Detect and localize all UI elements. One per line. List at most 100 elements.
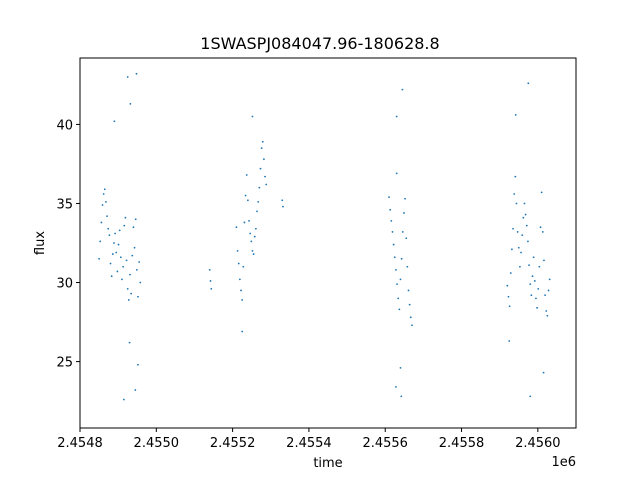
data-point-50 bbox=[237, 262, 240, 265]
data-point-56 bbox=[244, 194, 247, 197]
data-point-9 bbox=[108, 234, 111, 236]
data-point-68 bbox=[258, 186, 261, 189]
data-point-94 bbox=[405, 237, 408, 240]
y-tick-label-2: 35 bbox=[56, 197, 73, 212]
x-tick-label-0: 2.4548 bbox=[57, 436, 103, 451]
y-axis-title: flux bbox=[33, 231, 48, 255]
data-point-98 bbox=[409, 316, 412, 319]
data-point-80 bbox=[389, 208, 392, 211]
data-point-62 bbox=[251, 250, 254, 252]
data-point-135 bbox=[539, 226, 542, 229]
data-point-87 bbox=[397, 297, 400, 300]
data-point-47 bbox=[210, 287, 213, 290]
x-tick-label-1: 2.4550 bbox=[134, 436, 180, 451]
data-point-15 bbox=[115, 251, 118, 254]
data-point-90 bbox=[400, 257, 403, 260]
data-point-83 bbox=[392, 243, 395, 246]
data-point-41 bbox=[126, 76, 129, 78]
data-point-25 bbox=[126, 287, 129, 290]
data-point-28 bbox=[130, 292, 133, 295]
data-point-92 bbox=[403, 212, 405, 214]
data-point-49 bbox=[236, 250, 239, 252]
data-point-136 bbox=[540, 191, 543, 194]
data-point-108 bbox=[508, 305, 511, 308]
data-point-112 bbox=[513, 193, 516, 195]
data-point-2 bbox=[100, 221, 103, 224]
data-point-43 bbox=[129, 102, 132, 105]
data-point-97 bbox=[408, 303, 411, 306]
data-point-13 bbox=[113, 242, 115, 244]
data-point-60 bbox=[249, 232, 252, 235]
data-point-132 bbox=[536, 306, 538, 309]
data-point-31 bbox=[133, 246, 136, 249]
data-point-111 bbox=[512, 227, 514, 230]
data-point-45 bbox=[208, 268, 211, 271]
data-point-82 bbox=[391, 231, 394, 233]
data-point-14 bbox=[114, 232, 116, 235]
data-point-76 bbox=[241, 330, 244, 333]
data-point-124 bbox=[527, 240, 529, 243]
data-point-148 bbox=[542, 371, 545, 374]
data-point-66 bbox=[256, 210, 258, 213]
x-tick-label-2: 2.4552 bbox=[210, 436, 256, 451]
data-point-20 bbox=[121, 278, 123, 281]
data-point-70 bbox=[260, 147, 263, 150]
y-tick-label-1: 30 bbox=[56, 277, 73, 292]
data-point-21 bbox=[122, 265, 125, 268]
data-point-51 bbox=[238, 278, 241, 281]
data-point-85 bbox=[395, 268, 397, 271]
data-point-96 bbox=[407, 289, 410, 292]
x-tick-label-4: 2.4556 bbox=[362, 436, 408, 451]
data-point-118 bbox=[520, 251, 522, 254]
data-point-16 bbox=[116, 270, 119, 273]
data-point-105 bbox=[399, 367, 402, 369]
data-point-12 bbox=[111, 253, 114, 255]
data-point-89 bbox=[399, 278, 402, 281]
data-point-46 bbox=[209, 280, 212, 282]
data-point-88 bbox=[398, 308, 401, 311]
data-point-48 bbox=[235, 226, 238, 229]
data-point-81 bbox=[390, 219, 393, 222]
data-point-53 bbox=[241, 299, 244, 301]
x-axis-title: time bbox=[313, 456, 342, 471]
data-point-114 bbox=[515, 202, 518, 205]
scatter-points bbox=[98, 72, 551, 401]
data-point-147 bbox=[529, 395, 532, 398]
data-point-36 bbox=[139, 281, 142, 284]
y-tick-label-0: 25 bbox=[56, 356, 73, 371]
data-point-44 bbox=[113, 120, 116, 123]
data-point-54 bbox=[242, 265, 245, 268]
x-axis-offset-label: 1e6 bbox=[551, 455, 576, 470]
data-point-24 bbox=[125, 259, 128, 262]
data-point-120 bbox=[522, 216, 525, 219]
data-point-95 bbox=[406, 265, 409, 268]
data-point-146 bbox=[508, 340, 511, 342]
data-point-139 bbox=[544, 294, 546, 297]
data-point-63 bbox=[252, 253, 255, 255]
data-point-77 bbox=[281, 199, 284, 202]
data-point-38 bbox=[122, 398, 125, 401]
data-point-18 bbox=[118, 229, 121, 232]
data-point-19 bbox=[119, 256, 122, 259]
data-point-59 bbox=[248, 219, 250, 222]
data-point-52 bbox=[240, 289, 242, 292]
data-point-40 bbox=[128, 341, 131, 344]
data-point-6 bbox=[105, 200, 107, 203]
data-point-22 bbox=[123, 224, 126, 227]
data-point-42 bbox=[135, 72, 138, 75]
data-point-99 bbox=[411, 324, 413, 327]
data-point-142 bbox=[547, 289, 550, 292]
data-point-143 bbox=[548, 278, 551, 281]
data-point-106 bbox=[506, 284, 509, 287]
data-point-110 bbox=[511, 248, 513, 251]
data-point-17 bbox=[117, 243, 120, 246]
data-point-73 bbox=[264, 175, 266, 178]
data-point-91 bbox=[401, 231, 404, 233]
data-point-144 bbox=[514, 114, 517, 116]
data-point-121 bbox=[523, 202, 526, 205]
data-point-64 bbox=[253, 235, 256, 238]
data-point-3 bbox=[101, 204, 104, 206]
plot-frame bbox=[79, 57, 577, 429]
data-point-86 bbox=[396, 283, 398, 286]
